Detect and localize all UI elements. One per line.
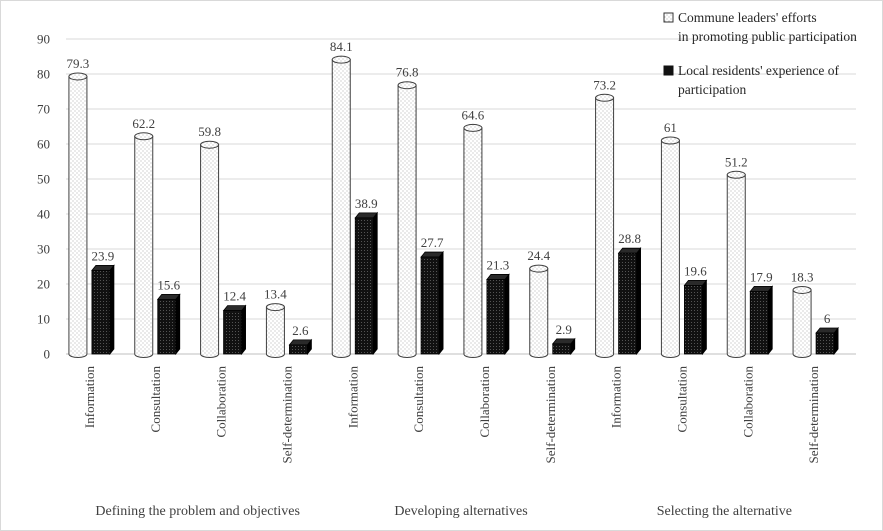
bar-commune-leaders-effo-9 (660, 136, 680, 358)
legend-swatch-commune-leaders (663, 12, 674, 23)
data-label: 23.9 (92, 248, 115, 263)
data-label: 2.6 (292, 323, 309, 338)
data-label: 61 (664, 120, 677, 135)
data-label: 12.4 (223, 289, 246, 304)
bar-commune-leaders-effo-7 (529, 264, 549, 358)
data-label: 84.1 (330, 39, 353, 54)
y-tick-label: 80 (37, 67, 50, 82)
x-tick-label-collaboration: Collaboration (477, 366, 492, 438)
y-tick-label: 0 (44, 347, 51, 362)
bar-local-residents-expe-3 (288, 338, 313, 356)
bar-local-residents-expe-9 (683, 279, 708, 356)
bars (68, 55, 839, 358)
y-axis: 0 10 20 30 40 50 60 70 80 90 (37, 32, 50, 362)
x-tick-label-collaboration: Collaboration (740, 366, 755, 438)
data-label: 51.2 (725, 154, 748, 169)
data-label: 28.8 (618, 231, 641, 246)
bar-commune-leaders-effo-8 (595, 93, 615, 358)
data-label: 59.8 (198, 124, 221, 139)
bar-local-residents-expe-7 (551, 337, 576, 356)
y-tick-label: 70 (37, 102, 50, 117)
legend: Commune leaders' efforts in promoting pu… (663, 10, 857, 97)
legend-label-commune-leaders-2: in promoting public participation (678, 29, 857, 44)
x-tick-label-collaboration: Collaboration (214, 366, 229, 438)
y-tick-label: 20 (37, 277, 50, 292)
data-label: 62.2 (132, 116, 155, 131)
data-label: 2.9 (556, 322, 572, 337)
bar-local-residents-expe-6 (486, 273, 510, 356)
bar-local-residents-expe-2 (222, 304, 247, 356)
x-axis: Information Consultation Collaboration Self… (82, 366, 821, 519)
bar-commune-leaders-effo-5 (397, 81, 417, 358)
y-tick-label: 50 (37, 172, 50, 187)
x-tick-label-information: Information (345, 366, 360, 429)
data-label: 13.4 (264, 287, 287, 302)
bar-commune-leaders-effo-0 (68, 72, 88, 358)
bar-local-residents-expe-10 (749, 285, 774, 356)
legend-label-local-residents-2: participation (678, 82, 746, 97)
data-label: 21.3 (487, 257, 510, 272)
bar-commune-leaders-effo-4 (331, 55, 351, 358)
y-tick-label: 30 (37, 242, 50, 257)
data-label: 76.8 (396, 65, 419, 80)
x-tick-label-self-determination: Self-determination (279, 366, 294, 464)
data-label: 27.7 (421, 235, 444, 250)
group-label-selecting-the-alternative: Selecting the alternative (657, 504, 792, 519)
data-label: 17.9 (750, 269, 773, 284)
x-tick-label-information: Information (82, 366, 97, 429)
bar-commune-leaders-effo-2 (200, 140, 220, 358)
x-tick-label-consultation: Consultation (674, 366, 689, 433)
bar-local-residents-expe-11 (815, 326, 839, 356)
x-tick-label-consultation: Consultation (411, 366, 426, 433)
bar-commune-leaders-effo-11 (792, 285, 812, 358)
legend-label-local-residents-1: Local residents' experience of (678, 63, 839, 78)
y-tick-label: 40 (37, 207, 50, 222)
group-label-defining-the-problem-and-objectives: Defining the problem and objectives (95, 504, 300, 519)
legend-label-commune-leaders-1: Commune leaders' efforts (678, 10, 817, 25)
x-tick-label-self-determination: Self-determination (543, 366, 558, 464)
x-tick-label-information: Information (609, 366, 624, 429)
data-label: 19.6 (684, 263, 707, 278)
bar-local-residents-expe-4 (354, 211, 379, 356)
data-label: 73.2 (593, 77, 616, 92)
bar-commune-leaders-effo-1 (134, 132, 154, 358)
y-tick-label: 90 (37, 32, 50, 47)
bar-commune-leaders-effo-10 (726, 170, 746, 358)
gridlines (66, 38, 856, 355)
data-label: 6 (824, 311, 831, 326)
data-label: 24.4 (527, 248, 550, 263)
bar-local-residents-expe-0 (91, 264, 115, 356)
data-label: 15.6 (157, 277, 180, 292)
bar-local-residents-expe-8 (617, 247, 642, 356)
bar-local-residents-expe-1 (156, 293, 181, 356)
y-tick-label: 60 (37, 137, 50, 152)
x-tick-label-self-determination: Self-determination (806, 366, 821, 464)
bar-local-residents-expe-5 (420, 250, 444, 356)
x-tick-label-consultation: Consultation (148, 366, 163, 433)
data-labels: 79.3 62.2 59.8 13.4 84.1 76.8 64.6 24.4 73.2 61 51… (67, 39, 831, 338)
bar-commune-leaders-effo-3 (265, 303, 285, 358)
data-label: 38.9 (355, 196, 378, 211)
legend-swatch-local-residents (663, 65, 674, 76)
data-label: 64.6 (462, 107, 485, 122)
bar-commune-leaders-effo-6 (463, 123, 483, 358)
data-label: 18.3 (791, 269, 814, 284)
group-label-developing-alternatives: Developing alternatives (394, 504, 527, 519)
data-label: 79.3 (67, 56, 90, 71)
y-tick-label: 10 (37, 312, 50, 327)
